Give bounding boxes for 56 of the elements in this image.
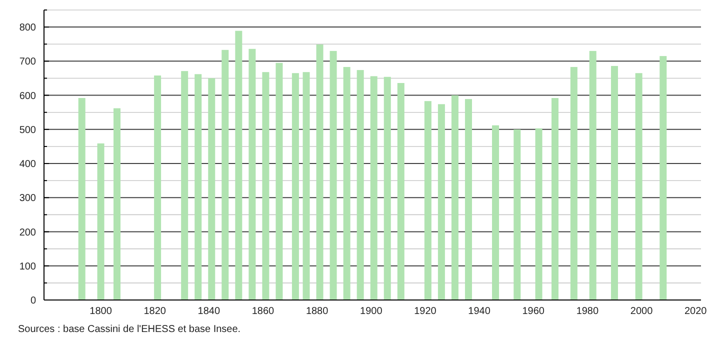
x-tick-label: 1920: [414, 306, 437, 317]
bar: [154, 76, 162, 300]
x-tick-label: 1900: [360, 306, 383, 317]
bar: [438, 104, 445, 300]
x-tick-label: 1880: [306, 306, 329, 317]
bar: [397, 83, 404, 300]
bar: [384, 76, 391, 300]
bar: [316, 44, 324, 300]
bar: [356, 70, 364, 300]
y-tick-label: 0: [30, 296, 36, 306]
bar: [181, 71, 188, 300]
bar: [97, 143, 104, 300]
bar: [660, 56, 667, 300]
bar: [514, 129, 521, 300]
source-note: Sources : base Cassini de l'EHESS et base Insee.: [18, 324, 241, 335]
y-tick-label: 800: [19, 22, 36, 34]
x-tick-label: 1940: [468, 306, 491, 317]
bar: [464, 99, 472, 300]
bar: [370, 76, 378, 300]
bar: [276, 62, 283, 300]
bar: [78, 98, 86, 300]
bar: [635, 73, 642, 300]
x-tick-label: 1960: [522, 306, 545, 317]
bar: [262, 72, 270, 300]
x-tick-label: 1980: [576, 306, 600, 317]
bar: [610, 66, 618, 300]
x-tick-label: 1800: [90, 306, 112, 317]
y-tick-label: 500: [19, 124, 36, 136]
bar: [492, 125, 500, 300]
x-tick-label: 1840: [198, 306, 220, 317]
y-tick-label: 100: [19, 261, 36, 272]
x-tick-label: 2020: [684, 306, 708, 317]
bar: [194, 74, 202, 300]
y-tick-label: 700: [19, 56, 36, 68]
y-tick-label: 200: [19, 227, 36, 238]
bar: [570, 66, 578, 300]
bar: [535, 128, 542, 300]
bar: [222, 50, 229, 300]
y-tick-label: 600: [19, 90, 36, 102]
bar: [451, 95, 458, 300]
y-tick-label: 300: [19, 193, 36, 204]
x-tick-label: 1820: [144, 306, 166, 317]
bar: [302, 72, 310, 300]
y-tick-label: 400: [19, 159, 36, 170]
bar: [424, 101, 432, 300]
bar: [208, 78, 216, 300]
bar: [589, 50, 596, 300]
bar: [235, 30, 242, 300]
bar: [343, 66, 350, 300]
x-tick-label: 2000: [630, 306, 654, 317]
bar: [248, 48, 256, 300]
bar: [552, 98, 558, 300]
bar: [114, 108, 120, 300]
bar: [292, 73, 299, 300]
bar: [330, 50, 337, 300]
x-tick-label: 1860: [252, 306, 275, 317]
